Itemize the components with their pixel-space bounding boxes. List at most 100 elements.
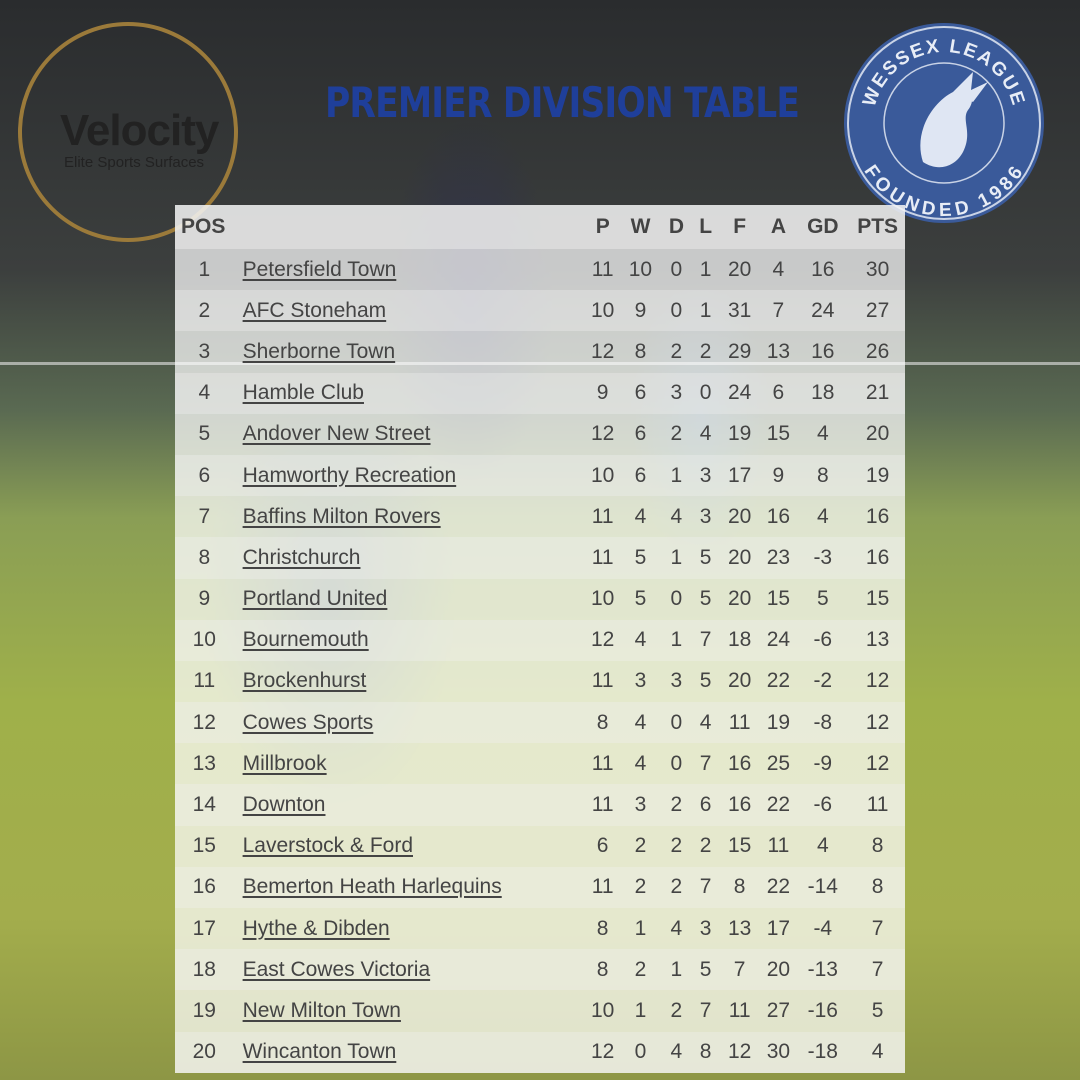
cell-drawn: 0: [670, 257, 683, 281]
cell-won: 5: [634, 545, 647, 569]
cell-pos-cell: 13: [175, 752, 234, 776]
cell-drawn-cell: 0: [659, 752, 693, 776]
table-row: 3 Sherborne Town 12 8 2 2 29 13 16 26: [175, 331, 905, 372]
cell-points-cell: 13: [850, 628, 905, 652]
cell-for: 31: [727, 298, 752, 322]
cell-goal-difference: 4: [816, 422, 829, 446]
cell-drawn: 2: [670, 998, 683, 1022]
cell-pos: 8: [198, 545, 211, 569]
team-link[interactable]: Millbrook: [242, 751, 327, 775]
cell-pos: 18: [192, 957, 216, 981]
cell-won: 3: [634, 793, 647, 817]
cell-lost: 5: [699, 957, 712, 981]
cell-for-cell: 20: [718, 258, 761, 282]
cell-pos-cell: 8: [175, 546, 234, 570]
team-link[interactable]: Wincanton Town: [242, 1040, 397, 1064]
cell-played-cell: 10: [584, 299, 622, 323]
cell-pos-cell: 16: [175, 875, 234, 899]
team-link[interactable]: Portland United: [242, 587, 388, 611]
cell-goal-difference: -9: [813, 751, 833, 775]
team-link[interactable]: Brockenhurst: [242, 669, 367, 693]
team-link[interactable]: Hamworthy Recreation: [242, 463, 457, 487]
cell-for-cell: 17: [718, 464, 761, 488]
cell-lost-cell: 8: [693, 1040, 718, 1064]
cell-for-cell: 18: [718, 628, 761, 652]
cell-points-cell: 11: [850, 793, 905, 817]
cell-played-cell: 9: [584, 381, 622, 405]
team-link[interactable]: Petersfield Town: [242, 257, 397, 281]
cell-lost-cell: 2: [693, 340, 718, 364]
team-link[interactable]: Andover New Street: [242, 422, 431, 446]
cell-played: 12: [590, 628, 615, 652]
team-link[interactable]: Bemerton Heath Harlequins: [242, 875, 502, 899]
team-link-cell: Christchurch: [234, 546, 584, 570]
team-link[interactable]: Hamble Club: [242, 381, 364, 405]
cell-won-cell: 1: [622, 917, 660, 941]
cell-against-cell: 19: [761, 711, 795, 735]
cell-goal-difference-cell: -4: [795, 917, 850, 941]
team-link[interactable]: Sherborne Town: [242, 339, 396, 363]
cell-goal-difference: -18: [807, 1040, 838, 1064]
cell-drawn: 2: [670, 422, 683, 446]
team-link[interactable]: Hythe & Dibden: [242, 916, 390, 940]
cell-points: 12: [865, 710, 890, 734]
cell-pos: 14: [192, 793, 216, 817]
team-link[interactable]: East Cowes Victoria: [242, 957, 431, 981]
cell-played: 10: [590, 587, 615, 611]
cell-drawn: 1: [670, 463, 683, 487]
team-link[interactable]: Laverstock & Ford: [242, 834, 413, 858]
cell-points-cell: 12: [850, 752, 905, 776]
cell-goal-difference: -4: [813, 916, 833, 940]
team-link-cell: Laverstock & Ford: [234, 834, 584, 858]
table-row: 7 Baffins Milton Rovers 11 4 4 3 20 16 4 16: [175, 496, 905, 537]
cell-drawn-cell: 1: [659, 546, 693, 570]
cell-pos-cell: 10: [175, 628, 234, 652]
cell-lost: 3: [699, 504, 712, 528]
table-row: 12 Cowes Sports 8 4 0 4 11 19 -8 12: [175, 702, 905, 744]
table-row: 11 Brockenhurst 11 3 3 5 20 22 -2 12: [175, 661, 905, 702]
cell-drawn-cell: 3: [659, 669, 693, 693]
cell-lost-cell: 2: [693, 834, 718, 858]
cell-pos: 5: [198, 422, 211, 446]
team-link-cell: Bemerton Heath Harlequins: [234, 875, 584, 899]
cell-drawn-cell: 0: [659, 258, 693, 282]
cell-lost-cell: 4: [693, 711, 718, 735]
team-link[interactable]: Cowes Sports: [242, 710, 374, 734]
table-row: 10 Bournemouth 12 4 1 7 18 24 -6 13: [175, 619, 905, 661]
cell-goal-difference: 16: [811, 257, 835, 281]
cell-lost: 4: [699, 422, 712, 446]
cell-played: 11: [591, 504, 614, 528]
cell-won-cell: 4: [622, 711, 660, 735]
team-link[interactable]: New Milton Town: [242, 998, 401, 1022]
cell-goal-difference-cell: -18: [795, 1040, 850, 1064]
cell-won-cell: 10: [622, 258, 660, 282]
cell-against: 13: [766, 339, 791, 363]
cell-drawn: 0: [670, 710, 683, 734]
cell-drawn: 2: [670, 339, 683, 363]
team-link[interactable]: Christchurch: [242, 545, 361, 569]
cell-played-cell: 11: [584, 546, 622, 570]
cell-for-cell: 20: [718, 587, 761, 611]
cell-drawn: 0: [670, 298, 683, 322]
cell-for: 20: [727, 545, 752, 569]
cell-lost: 3: [699, 463, 712, 487]
cell-points-cell: 8: [850, 875, 905, 899]
cell-for: 20: [727, 669, 752, 693]
cell-won: 6: [634, 422, 647, 446]
cell-against-cell: 24: [761, 628, 795, 652]
cell-pos-cell: 2: [175, 299, 234, 323]
team-link[interactable]: Baffins Milton Rovers: [242, 504, 441, 528]
team-link[interactable]: Bournemouth: [242, 628, 369, 652]
cell-points: 7: [871, 957, 884, 981]
team-link[interactable]: AFC Stoneham: [242, 298, 387, 322]
team-link[interactable]: Downton: [242, 793, 326, 817]
cell-played-cell: 12: [584, 1040, 622, 1064]
cell-pos: 12: [192, 710, 216, 734]
header-won: W: [630, 215, 651, 238]
cell-for: 13: [727, 916, 752, 940]
team-link-cell: Sherborne Town: [234, 340, 584, 364]
table-row: 19 New Milton Town 10 1 2 7 11 27 -16 5: [175, 990, 905, 1031]
cell-for: 15: [727, 834, 752, 858]
cell-lost: 8: [699, 1040, 712, 1064]
table-row: 9 Portland United 10 5 0 5 20 15 5 15: [175, 579, 905, 620]
